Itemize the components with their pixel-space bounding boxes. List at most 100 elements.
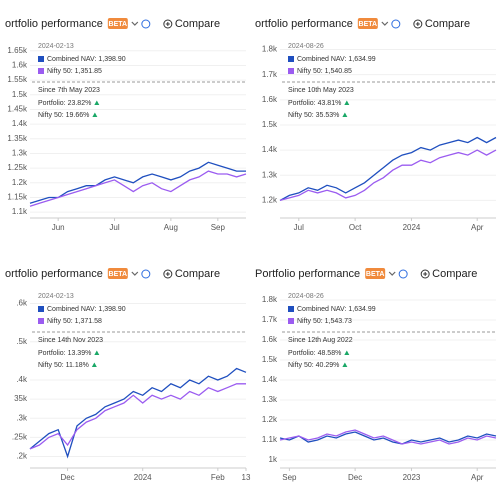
x-tick-label: Sep	[282, 473, 297, 482]
y-tick-label: 1.6k	[262, 335, 278, 344]
compare-button[interactable]: Compare	[175, 18, 220, 30]
series-line	[29, 161, 246, 204]
y-tick-label: 1.4k	[262, 375, 278, 384]
legend-swatch	[38, 68, 44, 74]
legend-label: Nifty 50: 1,540.85	[297, 68, 352, 75]
up-arrow	[94, 350, 100, 355]
beta-badge	[107, 18, 128, 29]
dropdown-chevron[interactable]	[388, 271, 396, 276]
panel-title: ortfolio performance	[255, 18, 353, 30]
y-tick-label: 1.6k	[12, 61, 28, 70]
legend-swatch	[38, 318, 44, 324]
y-tick-label: 1.35k	[7, 134, 28, 143]
tooltip-date: 2024-08-26	[288, 43, 324, 50]
tooltip-since: Since 14th Nov 2023	[38, 337, 103, 344]
x-tick-label: Apr	[471, 473, 484, 482]
tooltip-return: Portfolio: 13.39%	[38, 350, 91, 357]
y-tick-label: 1.5k	[262, 120, 278, 129]
beta-badge	[357, 18, 378, 29]
compare-icon[interactable]	[163, 19, 173, 29]
legend-label: Nifty 50: 1,543.73	[297, 318, 352, 325]
x-tick-label: Apr	[471, 223, 484, 232]
y-tick-label: 1.5k	[262, 355, 278, 364]
y-tick-label: 1.3k	[262, 170, 278, 179]
tooltip-since: Since 10th May 2023	[288, 87, 354, 94]
x-tick-label: Jun	[52, 223, 65, 232]
series-line	[29, 170, 247, 207]
compare-button[interactable]: Compare	[425, 18, 470, 30]
x-tick-label: Dec	[348, 473, 362, 482]
y-tick-label: 1.4k	[262, 145, 278, 154]
series-line	[279, 136, 497, 201]
up-arrow	[342, 362, 348, 367]
legend-label: Combined NAV: 1,634.99	[297, 306, 376, 313]
info-icon[interactable]	[141, 269, 151, 279]
compare-button[interactable]: Compare	[432, 268, 477, 280]
y-tick-label: 1.65k	[7, 46, 28, 55]
info-icon[interactable]	[398, 269, 408, 279]
legend-swatch	[288, 68, 294, 74]
compare-icon[interactable]	[413, 19, 423, 29]
x-tick-label: Aug	[164, 223, 178, 232]
y-tick-label: .5k	[16, 337, 28, 346]
tooltip-return: Portfolio: 48.58%	[288, 350, 341, 357]
tooltip-date: 2024-02-13	[38, 43, 74, 50]
y-tick-label: 1.2k	[262, 196, 278, 205]
dropdown-chevron[interactable]	[131, 21, 139, 26]
y-tick-label: 1.3k	[262, 395, 278, 404]
series-line	[279, 429, 497, 445]
tooltip-return: Portfolio: 23.82%	[38, 100, 91, 107]
y-tick-label: .6k	[16, 299, 28, 308]
y-tick-label: 1k	[269, 455, 278, 464]
tooltip-date: 2024-08-26	[288, 293, 324, 300]
beta-text: BETA	[109, 21, 128, 28]
beta-text: BETA	[109, 271, 128, 278]
series-line	[279, 149, 497, 202]
legend-swatch	[288, 56, 294, 62]
tooltip-since: Since 7th May 2023	[38, 87, 100, 94]
y-tick-label: 1.8k	[262, 45, 278, 54]
compare-button[interactable]: Compare	[175, 268, 220, 280]
legend-label: Combined NAV: 1,634.99	[297, 56, 376, 63]
beta-badge	[107, 268, 128, 279]
series-line	[29, 383, 246, 450]
x-tick-label: Jul	[294, 223, 304, 232]
x-tick-label: Sep	[211, 223, 226, 232]
tooltip-return: Nifty 50: 40.29%	[288, 362, 339, 369]
dropdown-chevron[interactable]	[381, 21, 389, 26]
series-line	[29, 367, 247, 459]
y-tick-label: 1.3k	[12, 149, 28, 158]
info-icon[interactable]	[141, 19, 151, 29]
tooltip-return: Nifty 50: 11.18%	[38, 362, 89, 369]
info-icon[interactable]	[391, 19, 401, 29]
tooltip-return: Portfolio: 43.81%	[288, 100, 341, 107]
up-arrow	[91, 362, 97, 367]
compare-plus	[165, 272, 170, 276]
x-tick-label: Oct	[349, 223, 362, 232]
compare-plus	[165, 22, 170, 26]
compare-icon[interactable]	[420, 269, 430, 279]
y-tick-label: .25k	[12, 433, 28, 442]
beta-text: BETA	[359, 21, 378, 28]
y-tick-label: 1.45k	[7, 105, 28, 114]
x-tick-label: 2024	[403, 223, 421, 232]
y-tick-label: 1.2k	[262, 415, 278, 424]
y-tick-label: 35k	[14, 394, 28, 403]
compare-plus	[415, 22, 420, 26]
dropdown-chevron[interactable]	[131, 271, 139, 276]
y-tick-label: 1.5k	[12, 90, 28, 99]
legend-swatch	[288, 318, 294, 324]
legend-label: Nifty 50: 1,351.85	[47, 68, 102, 75]
y-tick-label: 1.4k	[12, 119, 28, 128]
legend-label: Combined NAV: 1,398.90	[47, 56, 126, 63]
compare-icon[interactable]	[163, 269, 173, 279]
beta-badge	[365, 268, 386, 279]
y-tick-label: 1.2k	[12, 178, 28, 187]
up-arrow	[342, 112, 348, 117]
panel-title: ortfolio performance	[5, 18, 103, 30]
y-tick-label: 1.6k	[262, 95, 278, 104]
legend-label: Combined NAV: 1,398.90	[47, 306, 126, 313]
legend-swatch	[38, 306, 44, 312]
up-arrow	[94, 100, 100, 105]
